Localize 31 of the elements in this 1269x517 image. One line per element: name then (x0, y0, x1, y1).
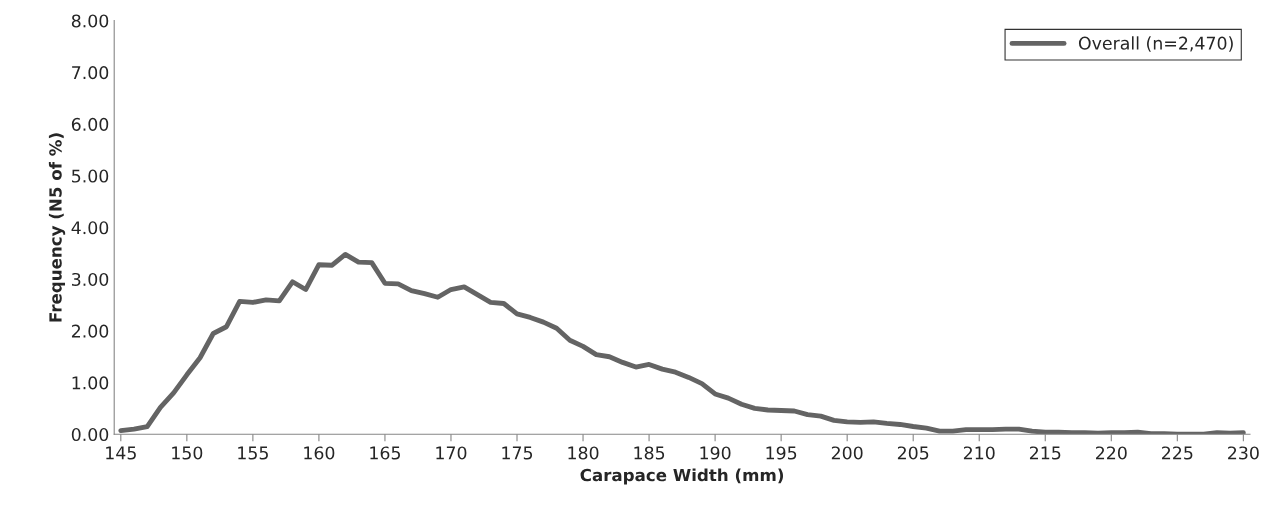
y-tick-label: 2.00 (71, 324, 109, 338)
x-tick-label: 150 (172, 446, 203, 460)
y-tick-label: 3.00 (72, 272, 109, 287)
y-tick-label: 6.00 (71, 117, 109, 131)
x-tick-label: 170 (436, 446, 467, 460)
x-tick-label: 205 (897, 446, 929, 460)
y-axis-title: Frequency (N5 of %) (48, 133, 66, 322)
y-tick-label: 0.00 (71, 427, 109, 442)
x-tick-label: 195 (766, 446, 797, 460)
x-tick-label: 180 (568, 446, 599, 460)
x-tick-label: 160 (304, 446, 335, 460)
y-tick-label: 4.00 (71, 221, 109, 235)
x-tick-label: 220 (1096, 446, 1127, 460)
legend-label: Overall (n=2,470) (1078, 36, 1233, 52)
x-tick-label: 230 (1228, 446, 1259, 460)
line-series (118, 251, 1246, 435)
x-tick-label: 200 (831, 446, 863, 460)
x-tick-label: 190 (700, 446, 731, 460)
x-tick-label: 145 (106, 446, 136, 460)
y-tick-label: 8.00 (71, 14, 109, 28)
x-tick-label: 165 (370, 446, 400, 460)
y-tick-label: 1.00 (72, 376, 109, 390)
x-tick-label: 210 (963, 446, 995, 460)
y-tick-label: 5.00 (72, 169, 109, 183)
x-tick-label: 225 (1162, 446, 1193, 460)
y-tick-label: 7.00 (72, 66, 109, 80)
x-axis-title: Carapace Width (mm) (580, 468, 784, 485)
x-tick-label: 155 (238, 446, 268, 460)
x-tick-label: 215 (1029, 446, 1061, 460)
x-tick-label: 175 (502, 446, 533, 460)
x-tick-label: 185 (634, 446, 665, 460)
